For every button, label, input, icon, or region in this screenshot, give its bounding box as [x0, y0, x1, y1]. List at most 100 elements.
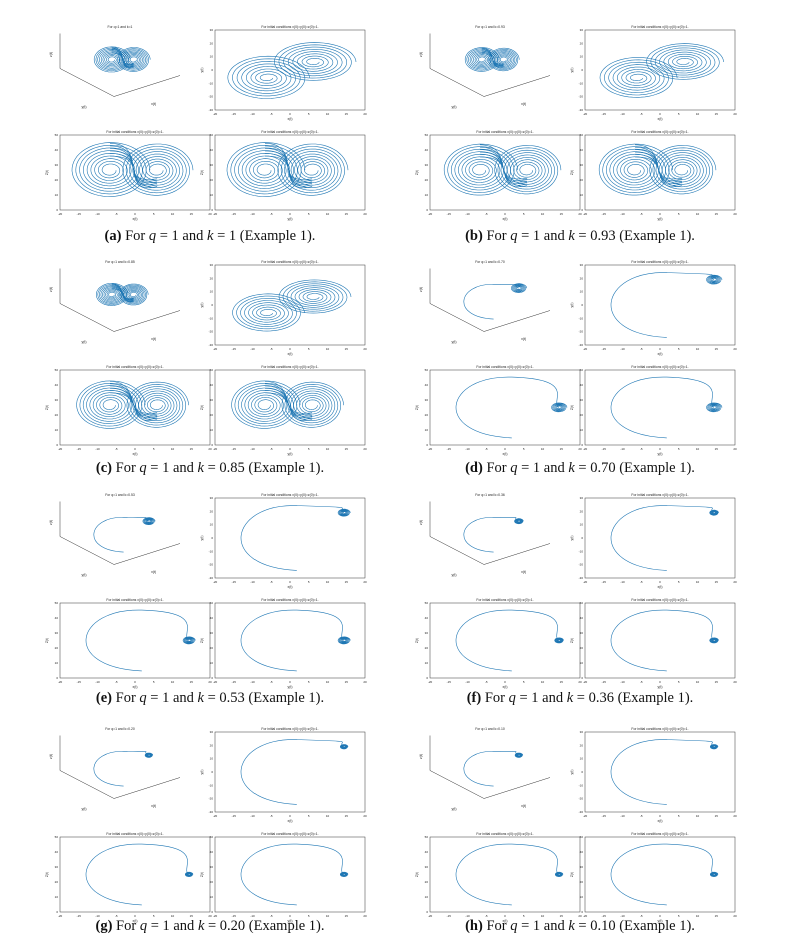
- tick-label: 5: [308, 814, 310, 818]
- tick-label: 0: [426, 208, 428, 212]
- tick-label: -5: [640, 680, 643, 684]
- subplot-title: For q=1 and k=0.70: [475, 260, 505, 264]
- tick-label: 0: [504, 212, 506, 216]
- axis-label: z(t): [419, 520, 423, 525]
- tick-label: 0: [289, 814, 291, 818]
- tick-label: 10: [55, 428, 59, 432]
- tick-label: 40: [210, 850, 214, 854]
- trajectory-curve: [111, 46, 134, 69]
- tick-label: 0: [56, 910, 58, 914]
- tick-label: 10: [580, 193, 584, 197]
- tick-label: -20: [213, 212, 218, 216]
- tick-label: 10: [326, 680, 330, 684]
- tick-label: -20: [583, 447, 588, 451]
- trajectory-curve: [337, 508, 351, 517]
- caption-text: For: [121, 228, 149, 244]
- axis-label: x(t): [658, 819, 663, 823]
- subplot-title: For initial conditions x(0)=y(0)=z(0)=1.: [476, 832, 533, 836]
- tick-label: 10: [326, 447, 330, 451]
- axis-line: [113, 543, 181, 565]
- tick-label: 5: [678, 680, 680, 684]
- tick-label: -20: [213, 914, 218, 918]
- tick-label: 20: [733, 580, 737, 584]
- trajectory-curve: [144, 752, 154, 758]
- tick-label: 30: [210, 730, 214, 734]
- axis-label: y(t): [81, 807, 86, 811]
- tick-label: -10: [250, 580, 255, 584]
- tick-label: 50: [210, 368, 214, 372]
- tick-label: -15: [602, 112, 607, 116]
- subplot-xz: For initial conditions x(0)=y(0)=z(0)=1.…: [45, 598, 212, 689]
- tick-label: -5: [485, 680, 488, 684]
- tick-label: 0: [659, 814, 661, 818]
- axis-label: Z(t): [200, 405, 204, 410]
- tick-label: 0: [211, 676, 213, 680]
- tick-label: 10: [55, 895, 59, 899]
- tick-label: 20: [55, 646, 59, 650]
- tick-label: 10: [326, 914, 330, 918]
- trajectory-curve: [710, 871, 719, 878]
- subplot-title: For initial conditions x(0)=y(0)=z(0)=1.: [476, 365, 533, 369]
- subplot-title: For initial conditions x(0)=y(0)=z(0)=1.: [476, 130, 533, 134]
- subplot-title: For initial conditions x(0)=y(0)=z(0)=1.: [106, 832, 163, 836]
- caption-symbol-k: k: [566, 690, 574, 706]
- tick-label: -20: [428, 447, 433, 451]
- tick-label: 10: [696, 112, 700, 116]
- tick-label: -20: [583, 347, 588, 351]
- tick-label: 20: [580, 276, 584, 280]
- axes-box: [584, 134, 736, 211]
- subplot-3d: For q=1 and k=0.70 z(t) y(t) x(t): [419, 260, 551, 344]
- tick-label: -5: [270, 680, 273, 684]
- trajectory-curve: [142, 517, 156, 526]
- subplot-3d: For q=1 and k=0.93 z(t) y(t) x(t): [419, 25, 551, 109]
- caption-symbol-q: q: [510, 228, 518, 244]
- trajectory-curve: [551, 402, 568, 413]
- panel-svg: For q=1 and k=0.36z(t)y(t)x(t)For initia…: [415, 493, 737, 689]
- axis-label: x(t): [151, 570, 156, 574]
- axis-label: x(t): [133, 685, 138, 689]
- caption-d: (d) For q = 1 and k = 0.70 (Example 1).: [400, 460, 760, 477]
- caption-symbol-q: q: [148, 228, 157, 244]
- axes-box: [214, 497, 366, 579]
- tick-label: 15: [715, 112, 719, 116]
- trajectory-curve: [610, 505, 715, 571]
- tick-label: 40: [55, 616, 59, 620]
- axis-label: Z(t): [415, 872, 419, 877]
- tick-label: 10: [696, 814, 700, 818]
- tick-label: 0: [289, 914, 291, 918]
- tick-label: 30: [55, 631, 59, 635]
- tick-label: 10: [210, 193, 214, 197]
- tick-label: 0: [289, 347, 291, 351]
- subplot-title: For initial conditions x(0)=y(0)=z(0)=1.: [631, 832, 688, 836]
- axis-line: [429, 770, 485, 799]
- tick-label: -5: [115, 212, 118, 216]
- subplot-xy: For initial conditions x(0)=y(0)=z(0)=1.…: [200, 25, 367, 121]
- axis-label: x(t): [288, 819, 293, 823]
- tick-label: -20: [428, 680, 433, 684]
- axis-line: [483, 543, 551, 565]
- subplot-title: For q=1 and k=0.10: [475, 727, 505, 731]
- tick-label: 10: [696, 914, 700, 918]
- trajectory-curve: [109, 143, 158, 189]
- caption-text: For: [482, 460, 511, 476]
- axes-box: [584, 602, 736, 679]
- axis-label: x(t): [521, 102, 526, 106]
- tick-label: 15: [345, 580, 349, 584]
- tick-label: -10: [250, 447, 255, 451]
- axis-line: [429, 536, 485, 565]
- tick-label: 20: [363, 112, 367, 116]
- axes-box: [214, 134, 366, 211]
- tick-label: 5: [678, 447, 680, 451]
- tick-label: 0: [426, 910, 428, 914]
- trajectory-curve: [554, 637, 564, 644]
- tick-label: 10: [580, 661, 584, 665]
- caption-symbol-k: k: [197, 690, 204, 706]
- tick-label: 50: [55, 601, 59, 605]
- caption-symbol-q: q: [139, 690, 147, 706]
- subplot-xy: For initial conditions x(0)=y(0)=z(0)=1.…: [200, 260, 367, 356]
- axis-label: x(t): [521, 570, 526, 574]
- axis-line: [113, 75, 181, 97]
- trajectory-curve: [709, 509, 719, 516]
- tick-label: 5: [153, 680, 155, 684]
- tick-label: 15: [190, 680, 194, 684]
